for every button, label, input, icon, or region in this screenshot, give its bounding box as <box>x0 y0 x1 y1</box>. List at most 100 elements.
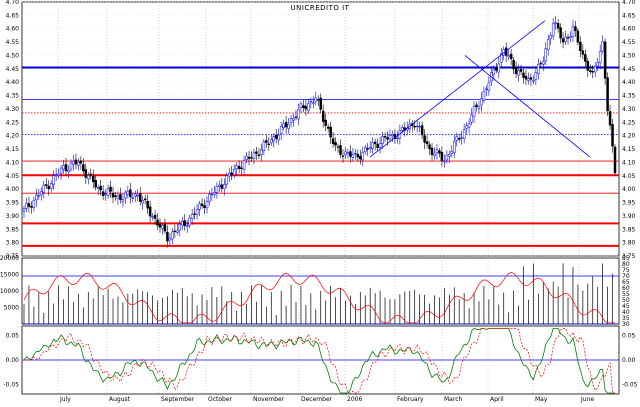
price-y-tick-left: 4.55 <box>6 39 20 46</box>
volume-y-tick-right: 60 <box>622 285 630 292</box>
candle-body <box>32 199 36 208</box>
candle-body <box>584 54 587 62</box>
candle-body <box>551 23 555 37</box>
candle-body <box>218 184 221 187</box>
candle-body <box>317 99 320 101</box>
candle-body <box>94 180 97 188</box>
volume-y-tick-left: 20000 <box>0 255 19 262</box>
price-y-tick-right: 4.55 <box>622 39 636 46</box>
price-y-tick-right: 4.15 <box>622 146 636 153</box>
price-y-tick-left: 4.10 <box>6 159 20 166</box>
candle-body <box>30 206 33 208</box>
candle-body <box>104 193 107 195</box>
candle-body <box>25 203 28 209</box>
candle-body <box>376 144 379 149</box>
price-y-ticks: 3.75 3.75 3.80 3.80 3.85 3.85 3.90 3.90 3.95 3.95… <box>6 0 636 260</box>
candle-body <box>297 108 300 120</box>
candle-body <box>460 137 463 139</box>
candle-body <box>396 137 399 140</box>
candle-body <box>428 144 431 150</box>
candle-body <box>418 126 421 128</box>
candle-body <box>336 146 340 148</box>
candle-body <box>524 75 528 80</box>
candle-body <box>292 118 295 121</box>
candle-body <box>200 203 204 206</box>
candle-body <box>37 195 41 197</box>
candle-body <box>302 105 305 109</box>
volume-y-tick-right: 50 <box>622 297 630 304</box>
candle-body <box>368 147 372 149</box>
price-y-tick-right: 4.20 <box>622 133 636 140</box>
candle-body <box>54 174 58 176</box>
candle-body <box>579 41 582 51</box>
candle-body <box>309 101 313 103</box>
candle-body <box>423 135 426 143</box>
candle-body <box>124 192 127 199</box>
candle-body <box>450 151 454 154</box>
candle-body <box>527 78 530 81</box>
candle-body <box>334 142 337 146</box>
candle-body <box>64 164 68 171</box>
candle-body <box>324 119 327 126</box>
candle-body <box>457 137 461 140</box>
price-trendlines <box>369 20 591 158</box>
price-y-tick-right: 4.00 <box>622 186 636 193</box>
candle-body <box>386 137 389 140</box>
candle-body <box>198 203 201 210</box>
candle-body <box>205 200 209 209</box>
price-y-tick-right: 4.50 <box>622 52 636 59</box>
candle-body <box>586 61 590 71</box>
candle-body <box>591 71 594 73</box>
candle-body <box>262 141 266 152</box>
candle-body <box>492 69 496 75</box>
candle-body <box>185 225 189 227</box>
candle-body <box>356 153 360 158</box>
candle-body <box>425 141 429 145</box>
price-y-tick-left: 4.40 <box>6 79 20 86</box>
candle-body <box>240 167 243 170</box>
candle-body <box>359 155 362 160</box>
candle-body <box>509 53 513 59</box>
candle-body <box>22 208 26 212</box>
candle-body <box>361 152 365 161</box>
candle-body <box>435 149 439 154</box>
x-axis-label: February <box>397 396 424 403</box>
oscillator-y-tick-left: 0.00 <box>6 357 20 364</box>
price-y-tick-left: 4.30 <box>6 106 20 113</box>
volume-y-tick-right: 75 <box>622 267 630 274</box>
candle-body <box>554 22 557 24</box>
candle-body <box>146 201 149 209</box>
candle-body <box>294 116 298 118</box>
candle-body <box>114 195 117 197</box>
candle-body <box>257 154 261 156</box>
candle-body <box>373 141 377 145</box>
volume-y-tick-right: 40 <box>622 309 630 316</box>
candle-body <box>341 155 345 157</box>
candle-body <box>148 206 152 217</box>
price-y-tick-left: 4.70 <box>6 0 20 6</box>
candle-body <box>247 156 251 159</box>
candle-body <box>539 62 543 65</box>
candle-body <box>265 140 268 143</box>
candle-body <box>230 172 233 175</box>
candle-body <box>250 157 253 159</box>
price-y-tick-left: 4.25 <box>6 119 20 126</box>
candle-body <box>141 200 144 204</box>
candle-body <box>472 106 476 117</box>
candle-body <box>455 136 458 141</box>
candle-body <box>203 205 206 209</box>
candle-body <box>131 197 135 199</box>
candle-body <box>260 149 263 155</box>
candle-body <box>190 213 194 219</box>
candle-body <box>549 34 552 40</box>
candle-body <box>391 133 394 136</box>
candle-body <box>443 160 446 163</box>
candle-body <box>67 169 70 173</box>
price-y-tick-right: 4.60 <box>622 26 636 33</box>
candle-body <box>153 215 157 219</box>
price-trendline <box>369 20 546 158</box>
price-y-tick-right: 3.90 <box>622 213 636 220</box>
candle-body <box>166 231 169 242</box>
candle-body <box>173 230 177 232</box>
